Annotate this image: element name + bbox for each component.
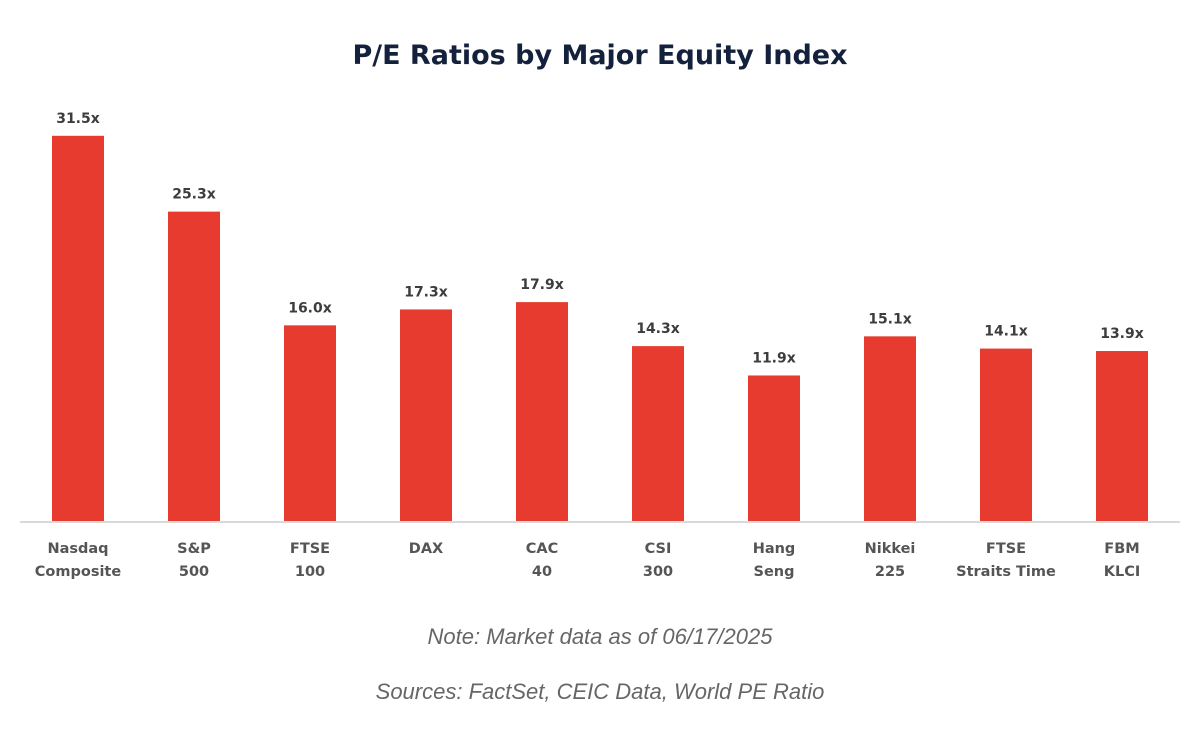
category-label: Hang xyxy=(753,541,796,557)
data-label: 17.3x xyxy=(404,284,448,300)
category-label: 225 xyxy=(875,564,905,580)
bar xyxy=(632,346,684,521)
data-label: 17.9x xyxy=(520,277,564,293)
category-label: Seng xyxy=(754,564,795,580)
category-label: 300 xyxy=(643,564,673,580)
data-label: 13.9x xyxy=(1100,326,1144,342)
data-label: 15.1x xyxy=(868,311,912,327)
bar xyxy=(748,375,800,521)
category-label: FBM xyxy=(1104,541,1139,557)
bar xyxy=(864,336,916,521)
sources-text: Sources: FactSet, CEIC Data, World PE Ra… xyxy=(375,679,825,704)
data-label: 16.0x xyxy=(288,300,332,316)
category-label: FTSE xyxy=(290,541,330,557)
category-label: S&P xyxy=(177,541,211,557)
data-label: 11.9x xyxy=(752,350,796,366)
bar xyxy=(52,135,104,522)
bar xyxy=(284,325,336,521)
category-label: Nasdaq xyxy=(47,541,108,557)
category-label: Straits Time xyxy=(956,564,1056,580)
bar xyxy=(516,302,568,521)
category-label: CAC xyxy=(526,541,559,557)
data-label: 31.5x xyxy=(56,111,100,127)
bar xyxy=(980,348,1032,521)
note-text: Note: Market data as of 06/17/2025 xyxy=(427,624,773,649)
data-label: 14.3x xyxy=(636,321,680,337)
chart-title: P/E Ratios by Major Equity Index xyxy=(352,40,848,71)
category-label: DAX xyxy=(409,541,443,557)
category-label: 500 xyxy=(179,564,209,580)
category-label: Composite xyxy=(35,564,122,580)
category-label: FTSE xyxy=(986,541,1026,557)
bar xyxy=(1096,351,1148,521)
bar xyxy=(168,211,220,522)
category-label: 100 xyxy=(295,564,325,580)
data-label: 14.1x xyxy=(984,324,1028,340)
category-label: Nikkei xyxy=(865,541,916,557)
bar xyxy=(400,309,452,521)
category-label: CSI xyxy=(645,541,672,557)
data-label: 25.3x xyxy=(172,187,216,203)
category-label: 40 xyxy=(532,564,552,580)
category-label: KLCI xyxy=(1104,564,1141,580)
